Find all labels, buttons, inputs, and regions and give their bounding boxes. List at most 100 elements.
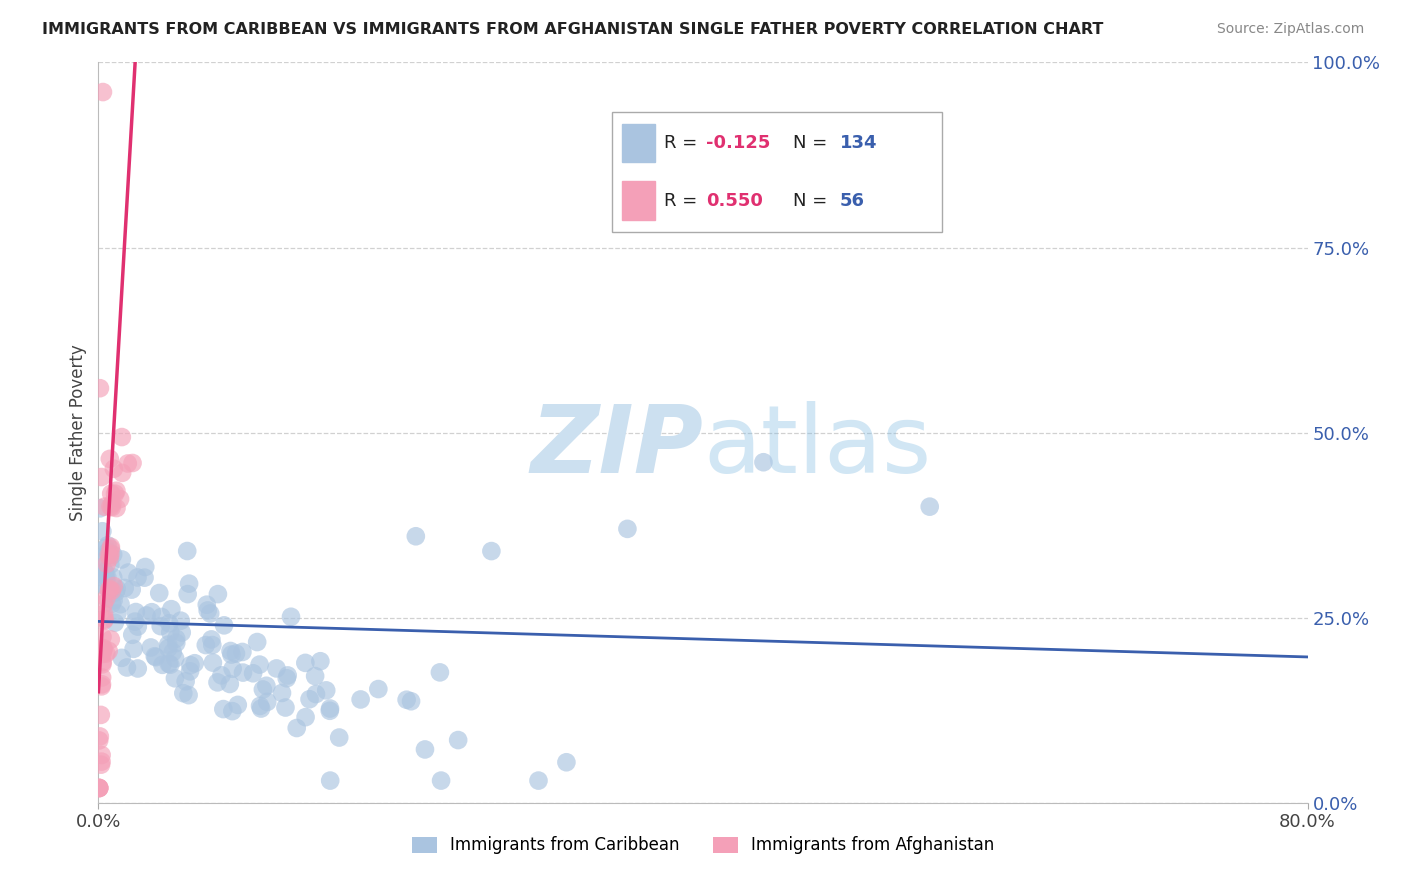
Point <box>93 597 115 611</box>
Point <box>221 704 243 718</box>
Point <box>103 462 125 476</box>
Legend: Immigrants from Caribbean, Immigrants from Afghanistan: Immigrants from Caribbean, Immigrants fr… <box>405 830 1001 861</box>
Point <box>399 694 422 708</box>
Point <box>97 581 120 595</box>
Point <box>211 668 233 682</box>
Point <box>150 610 173 624</box>
Point <box>157 616 180 631</box>
Point <box>141 605 163 619</box>
Point <box>96 545 118 559</box>
Point <box>165 651 187 665</box>
Point <box>105 483 128 498</box>
Point <box>294 656 316 670</box>
Text: R =: R = <box>665 192 703 210</box>
Point <box>170 625 193 640</box>
Point <box>200 632 222 647</box>
Point <box>111 651 134 665</box>
Point <box>98 583 121 598</box>
Point <box>481 544 503 558</box>
Point <box>157 641 180 656</box>
Text: R =: R = <box>665 134 703 152</box>
Point <box>165 632 187 646</box>
Text: atlas: atlas <box>703 401 931 493</box>
Point <box>124 615 146 629</box>
Point <box>149 619 172 633</box>
Point <box>221 648 243 662</box>
Point <box>104 585 127 599</box>
Point <box>100 547 122 561</box>
Point <box>309 654 332 668</box>
Point <box>226 698 249 712</box>
Point <box>125 605 148 619</box>
Point <box>159 657 181 672</box>
Point <box>117 566 139 580</box>
Point <box>174 674 197 689</box>
Point <box>91 85 114 99</box>
Point <box>101 583 124 598</box>
Text: ZIP: ZIP <box>530 401 703 493</box>
Point <box>89 381 111 395</box>
Point <box>91 642 114 657</box>
Point <box>121 456 143 470</box>
Point <box>91 555 114 569</box>
Point <box>101 497 124 511</box>
Point <box>266 661 288 675</box>
Point <box>277 668 299 682</box>
Point <box>93 500 115 514</box>
Point <box>194 638 217 652</box>
Point <box>90 679 112 693</box>
Text: N =: N = <box>793 134 834 152</box>
Point <box>93 614 115 628</box>
Point <box>101 548 124 562</box>
Point <box>134 571 156 585</box>
Point <box>139 640 162 655</box>
Point <box>90 707 112 722</box>
Point <box>100 486 122 500</box>
Point <box>97 548 120 562</box>
Point <box>221 662 243 676</box>
Point <box>179 658 201 673</box>
Point <box>207 587 229 601</box>
Point <box>162 645 184 659</box>
Point <box>405 529 427 543</box>
Point <box>91 657 114 672</box>
Point <box>96 570 118 584</box>
Point <box>429 665 451 680</box>
Point <box>413 742 436 756</box>
Text: -0.125: -0.125 <box>706 134 770 152</box>
Point <box>218 677 240 691</box>
Point <box>93 578 115 592</box>
Point <box>93 607 115 621</box>
Point <box>232 665 254 680</box>
Point <box>104 615 127 630</box>
Bar <box>621 181 655 219</box>
Text: 134: 134 <box>839 134 877 152</box>
Point <box>89 780 111 795</box>
Point <box>91 677 114 691</box>
Point <box>122 641 145 656</box>
Point <box>89 733 111 747</box>
Text: IMMIGRANTS FROM CARIBBEAN VS IMMIGRANTS FROM AFGHANISTAN SINGLE FATHER POVERTY C: IMMIGRANTS FROM CARIBBEAN VS IMMIGRANTS … <box>42 22 1104 37</box>
Point <box>177 688 200 702</box>
Point <box>249 698 271 713</box>
Point <box>105 607 128 621</box>
Point <box>276 671 298 685</box>
Point <box>225 647 247 661</box>
Point <box>254 679 277 693</box>
Point <box>96 647 118 661</box>
Point <box>298 692 321 706</box>
Point <box>114 581 136 595</box>
Text: 0.550: 0.550 <box>706 192 762 210</box>
Point <box>183 657 205 671</box>
Point <box>207 675 229 690</box>
Point <box>305 687 328 701</box>
Point <box>96 591 118 606</box>
Point <box>165 636 187 650</box>
Point <box>91 630 114 644</box>
Point <box>252 682 274 697</box>
Point <box>91 671 114 685</box>
Point <box>89 780 111 795</box>
Point <box>93 565 115 579</box>
Point <box>328 731 350 745</box>
Point <box>127 619 149 633</box>
